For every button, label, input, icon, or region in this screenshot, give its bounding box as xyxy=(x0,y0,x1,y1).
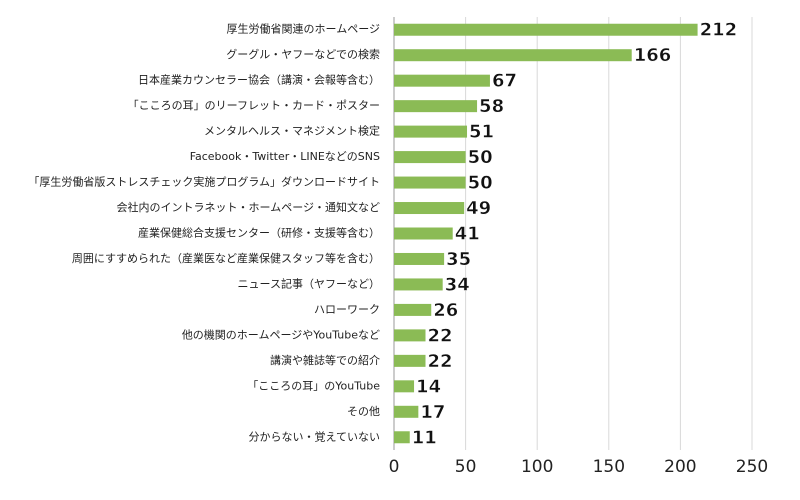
y-tick-label: 会社内のイントラネット・ホームページ・通知文など xyxy=(117,200,380,214)
x-tick-label: 0 xyxy=(389,457,400,477)
y-tick-label: 「こころの耳」のYouTube xyxy=(247,379,380,392)
bar xyxy=(394,125,468,138)
y-tick-label: 講演や雑誌等での紹介 xyxy=(270,353,380,367)
bar xyxy=(394,74,490,87)
bar xyxy=(394,329,426,342)
y-tick-label: グーグル・ヤフーなどでの検索 xyxy=(226,47,380,61)
y-tick-label: 分からない・覚えていない xyxy=(249,430,380,443)
y-tick-label: メンタルヘルス・マネジメント検定 xyxy=(204,124,380,138)
y-tick-label: ニュース記事（ヤフーなど） xyxy=(238,276,380,290)
bar xyxy=(394,354,426,367)
value-label: 49 xyxy=(466,198,491,219)
bar xyxy=(394,23,698,36)
value-label: 67 xyxy=(492,71,517,92)
bar xyxy=(394,49,632,62)
value-label: 58 xyxy=(479,96,504,117)
x-tick-label: 200 xyxy=(664,457,696,477)
y-tick-label: 「厚生労働省版ストレスチェック実施プログラム」ダウンロードサイト xyxy=(28,175,380,189)
y-tick-label: 周囲にすすめられた（産業医など産業保健スタッフ等を含む） xyxy=(72,251,380,265)
value-label: 166 xyxy=(634,45,672,66)
x-tick-label: 100 xyxy=(521,457,553,477)
bar xyxy=(394,227,453,240)
y-tick-label: ハローワーク xyxy=(314,303,380,316)
value-label: 41 xyxy=(455,224,480,245)
value-label: 17 xyxy=(420,402,445,423)
bar xyxy=(394,303,432,316)
value-label: 22 xyxy=(428,351,453,372)
value-label: 26 xyxy=(433,300,458,321)
bar xyxy=(394,278,443,291)
y-tick-label: 厚生労働省関連のホームページ xyxy=(227,22,380,36)
y-tick-label: その他 xyxy=(347,405,380,418)
x-tick-label: 50 xyxy=(455,457,477,477)
value-label: 14 xyxy=(416,376,441,397)
bar xyxy=(394,151,466,164)
y-tick-label: 「こころの耳」のリーフレット・カード・ポスター xyxy=(128,99,380,112)
bar xyxy=(394,380,415,393)
value-label: 50 xyxy=(468,173,493,194)
bar xyxy=(394,405,419,418)
x-tick-label: 250 xyxy=(736,457,768,477)
y-tick-label: 他の機関のホームページやYouTubeなど xyxy=(182,327,380,341)
bar xyxy=(394,176,466,189)
bar xyxy=(394,100,478,113)
value-label: 35 xyxy=(446,249,471,270)
bar xyxy=(394,431,410,444)
x-tick-label: 150 xyxy=(593,457,625,477)
bar xyxy=(394,202,465,215)
value-label: 50 xyxy=(468,147,493,168)
value-label: 22 xyxy=(428,325,453,346)
y-tick-label: Facebook・Twitter・LINEなどのSNS xyxy=(190,150,380,163)
value-label: 11 xyxy=(412,427,437,448)
y-tick-label: 産業保健総合支援センター（研修・支援等含む） xyxy=(138,226,380,240)
value-label: 34 xyxy=(445,274,470,295)
y-tick-label: 日本産業カウンセラー協会（講演・会報等含む） xyxy=(138,73,380,87)
value-label: 51 xyxy=(469,122,494,143)
value-label: 212 xyxy=(700,20,738,41)
bar xyxy=(394,252,445,265)
